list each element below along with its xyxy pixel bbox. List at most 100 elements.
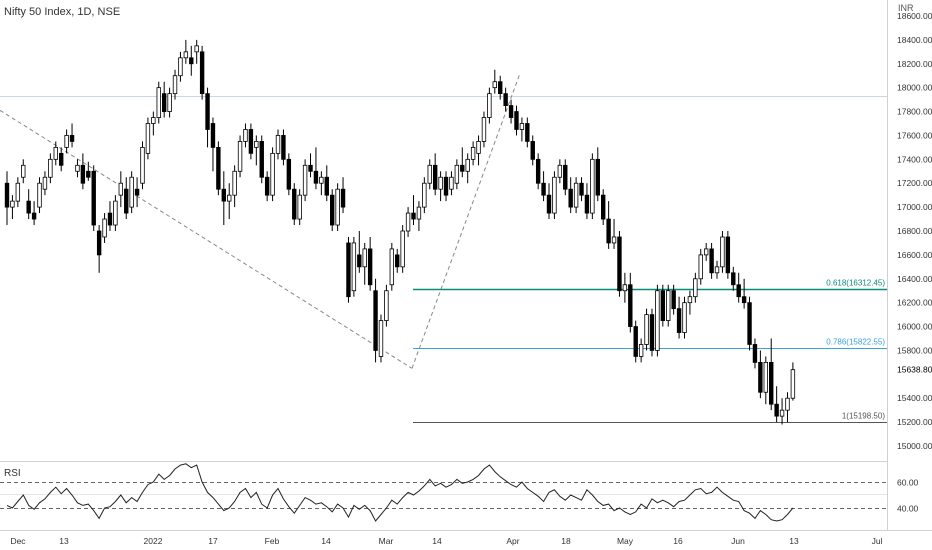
candle <box>687 290 693 315</box>
candle <box>351 236 357 297</box>
candle-body <box>205 93 210 130</box>
candle-body <box>357 254 362 268</box>
candle <box>470 141 476 166</box>
candle-body <box>671 290 676 310</box>
time-tick-label: 13 <box>789 536 799 546</box>
candle-body <box>183 51 189 59</box>
candle <box>373 278 378 363</box>
candle <box>736 272 741 303</box>
price-tick-label: 16800.00 <box>897 226 932 236</box>
candle <box>584 183 590 220</box>
candle <box>541 171 546 202</box>
candle <box>769 338 774 411</box>
candle-body <box>367 248 373 286</box>
candle-body <box>124 188 129 214</box>
candle <box>340 177 346 214</box>
candle-body <box>460 164 465 172</box>
candle-body <box>703 248 709 256</box>
candle <box>151 111 156 136</box>
candle-body <box>590 158 595 214</box>
candle <box>37 177 42 214</box>
candle <box>96 225 102 273</box>
candle-body <box>237 141 243 172</box>
candle-body <box>107 212 113 226</box>
time-tick-label: 16 <box>673 536 683 546</box>
candle-body <box>514 111 519 130</box>
candle <box>362 242 367 285</box>
candle <box>519 117 525 142</box>
candle <box>107 201 113 231</box>
rsi-line <box>6 463 794 522</box>
candle-body <box>26 200 31 214</box>
rsi-level-label: 60.00 <box>897 478 919 488</box>
candle-body <box>411 212 416 220</box>
candle-body <box>161 93 167 112</box>
candle-body <box>779 409 785 417</box>
candle-body <box>4 182 10 208</box>
candle <box>237 135 243 178</box>
candle-body <box>655 290 660 351</box>
candle <box>210 117 216 172</box>
candle-body <box>405 212 411 232</box>
candle <box>227 183 232 220</box>
price-unit-label: INR <box>898 3 914 13</box>
candle <box>606 201 611 249</box>
candle <box>259 135 264 184</box>
candle <box>601 189 606 226</box>
candle-body <box>573 182 579 208</box>
candle <box>21 159 26 184</box>
candle <box>405 207 411 237</box>
candle-body <box>709 248 714 274</box>
candle <box>140 141 145 190</box>
candle-body <box>617 236 622 292</box>
candle <box>156 81 161 124</box>
candle-body <box>633 326 638 357</box>
last-price-badge <box>889 362 932 377</box>
candle-body <box>210 123 216 148</box>
candle-body <box>731 272 736 286</box>
candle-body <box>546 194 552 214</box>
candle-body <box>259 141 264 178</box>
candle-body <box>221 188 226 202</box>
candle-body <box>373 290 378 351</box>
candle <box>666 284 671 327</box>
candle-body <box>541 182 546 196</box>
candle-body <box>53 146 58 160</box>
candle-body <box>481 117 487 142</box>
candle-body <box>747 302 752 345</box>
candle <box>178 51 183 82</box>
candle <box>324 165 329 202</box>
candle <box>270 147 275 202</box>
candle <box>118 171 124 208</box>
candle-body <box>687 296 693 304</box>
price-tick-label: 17200.00 <box>897 178 932 188</box>
candle-body <box>557 164 563 178</box>
candle-body <box>606 218 611 244</box>
candle <box>416 201 422 231</box>
time-tick-label: 2022 <box>144 536 163 546</box>
candle-body <box>611 236 617 244</box>
candle <box>254 135 259 166</box>
candle-body <box>10 200 15 208</box>
candle <box>579 177 584 202</box>
time-tick-label: Jun <box>731 536 745 546</box>
price-tick-label: 17000.00 <box>897 202 932 212</box>
price-tick-label: 15000.00 <box>897 441 932 451</box>
candle <box>671 284 676 315</box>
candle <box>676 296 682 339</box>
candle-body <box>194 45 199 53</box>
candle <box>48 153 53 184</box>
candle <box>189 45 194 76</box>
candle <box>741 278 747 309</box>
candle-body <box>785 397 790 411</box>
candle <box>790 362 796 401</box>
candle <box>525 117 530 148</box>
candle <box>400 225 405 273</box>
candle-body <box>216 146 221 190</box>
candle <box>747 296 752 351</box>
candle-body <box>525 123 530 142</box>
candle <box>503 87 508 112</box>
candle-body <box>189 57 194 65</box>
